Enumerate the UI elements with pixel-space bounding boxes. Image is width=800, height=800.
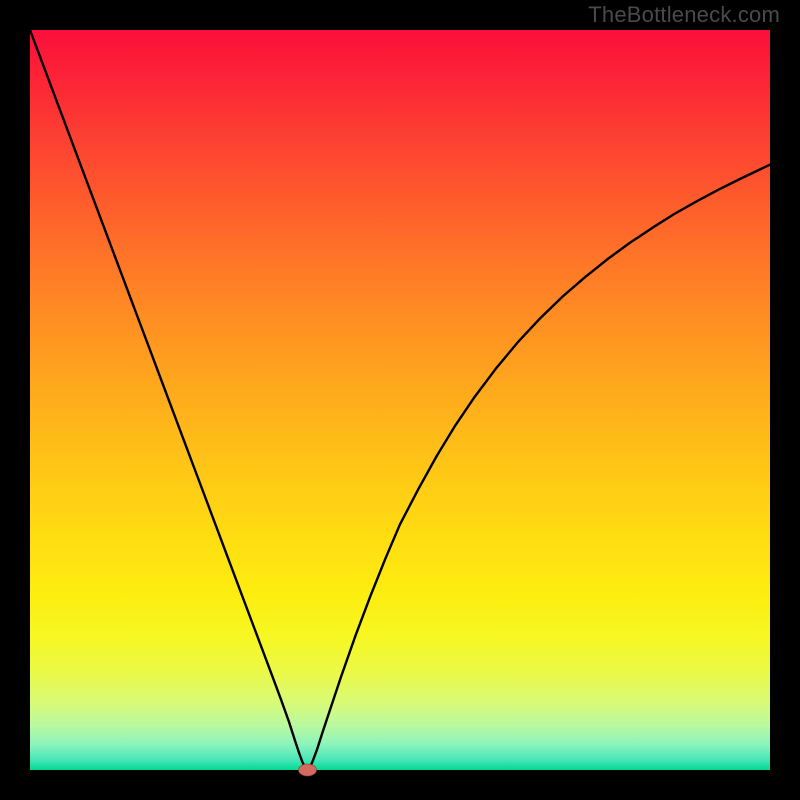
chart-container: TheBottleneck.com (0, 0, 800, 800)
watermark-text: TheBottleneck.com (588, 2, 780, 28)
bottleneck-chart (0, 0, 800, 800)
optimal-point-marker (299, 764, 317, 776)
plot-background (30, 30, 770, 770)
